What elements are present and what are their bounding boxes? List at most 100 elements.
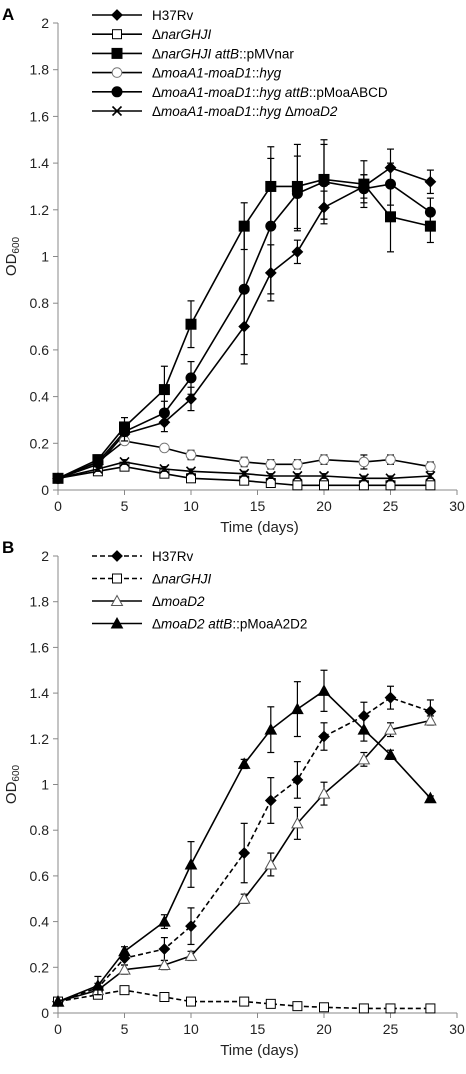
- legend-marker: [111, 105, 123, 117]
- data-point: [119, 456, 130, 468]
- legend-entry: H37Rv: [92, 549, 194, 564]
- y-tick-label: 0.2: [30, 435, 50, 451]
- data-point: [265, 470, 276, 482]
- data-point: [52, 473, 64, 484]
- data-point: [385, 211, 396, 223]
- data-point: [238, 847, 251, 859]
- legend-label: ΔmoaD2 attB::pMoaA2D2: [152, 617, 307, 632]
- data-point: [319, 1002, 329, 1013]
- data-point: [118, 944, 131, 957]
- y-tick-label: 1.6: [30, 639, 50, 655]
- legend-marker: [111, 86, 123, 98]
- data-point: [238, 456, 250, 468]
- series-2: [53, 985, 436, 1014]
- data-point: [318, 730, 330, 743]
- data-point: [159, 463, 170, 475]
- data-point: [185, 920, 197, 933]
- legend-entry: ΔnarGHJI: [92, 27, 212, 42]
- data-point: [119, 985, 130, 996]
- x-tick-label: 5: [121, 498, 129, 514]
- data-point: [317, 787, 331, 799]
- x-tick-label: 5: [121, 1021, 129, 1037]
- series-line: [57, 461, 431, 480]
- data-point: [264, 794, 277, 807]
- y-axis-label: OD600: [3, 764, 22, 804]
- y-tick-label: 0.6: [30, 342, 50, 358]
- data-point: [185, 372, 197, 384]
- y-tick-label: 0.6: [30, 868, 50, 884]
- y-tick-label: 0.8: [30, 822, 50, 838]
- legend-entry: ΔmoaD2 attB::pMoaA2D2: [92, 617, 307, 632]
- data-point: [91, 979, 105, 991]
- y-axis-label: OD600: [3, 236, 22, 276]
- x-tick-label: 20: [316, 498, 332, 514]
- legend-marker: [112, 573, 122, 584]
- data-point: [184, 857, 198, 870]
- data-point: [265, 998, 276, 1009]
- x-axis-label: Time (days): [220, 1042, 299, 1059]
- data-point: [357, 752, 371, 765]
- data-point: [291, 245, 304, 258]
- y-tick-label: 1.4: [30, 685, 50, 701]
- data-point: [184, 949, 198, 961]
- x-tick-label: 25: [383, 1021, 399, 1037]
- legend-marker: [111, 67, 123, 78]
- legend-marker: [111, 47, 123, 59]
- data-point: [237, 757, 251, 769]
- data-point: [159, 442, 170, 454]
- y-tick-label: 1.6: [30, 108, 50, 124]
- series-4: [51, 669, 437, 1007]
- y-tick-label: 0: [41, 1005, 49, 1021]
- legend-label: ΔnarGHJI attB::pMVnar: [152, 46, 294, 61]
- legend-label: ΔnarGHJI: [152, 27, 212, 42]
- legend-marker: [112, 29, 122, 40]
- data-point: [357, 723, 371, 735]
- data-point: [358, 1003, 369, 1014]
- data-point: [424, 175, 437, 188]
- data-point: [385, 473, 396, 484]
- data-point: [186, 996, 196, 1007]
- data-point: [317, 684, 331, 696]
- x-tick-label: 0: [54, 498, 62, 514]
- data-point: [264, 723, 278, 735]
- legend-entry: ΔnarGHJI: [92, 572, 212, 587]
- legend-marker: [110, 594, 124, 606]
- data-point: [292, 1001, 303, 1012]
- y-tick-label: 2: [41, 548, 49, 564]
- x-tick-label: 10: [183, 498, 199, 514]
- data-point: [425, 480, 436, 491]
- data-point: [385, 454, 396, 465]
- data-point: [318, 176, 330, 188]
- data-point: [51, 995, 65, 1007]
- legend-marker: [111, 550, 123, 562]
- data-point: [237, 892, 251, 904]
- data-point: [291, 774, 304, 786]
- y-tick-label: 1.4: [30, 155, 50, 171]
- data-point: [384, 691, 397, 704]
- legend-marker: [110, 616, 124, 629]
- data-point: [424, 791, 437, 804]
- data-point: [158, 915, 171, 927]
- legend-entry: ΔmoaA1-moaD1::hyg ΔmoaD2: [92, 104, 338, 119]
- x-tick-label: 15: [250, 1021, 266, 1037]
- legend-entry: ΔnarGHJI attB::pMVnar: [92, 46, 294, 61]
- x-tick-label: 15: [250, 498, 266, 514]
- x-tick-label: 0: [54, 1021, 62, 1037]
- data-point: [358, 473, 369, 484]
- x-tick-label: 10: [183, 1021, 199, 1037]
- x-tick-label: 30: [449, 1021, 465, 1037]
- series-3: [51, 713, 437, 1007]
- series-line: [57, 696, 431, 1003]
- data-point: [384, 723, 397, 735]
- y-tick-label: 1.2: [30, 202, 50, 218]
- legend-entry: ΔmoaA1-moaD1::hyg attB::pMoaABCD: [92, 85, 388, 100]
- data-point: [265, 220, 277, 232]
- y-tick-label: 0.8: [30, 295, 50, 311]
- data-point: [158, 958, 171, 971]
- data-point: [358, 183, 370, 195]
- data-point: [158, 943, 171, 955]
- chart-panel-B: B00.20.40.60.811.21.41.61.820 5 10 15 20 25 30…: [2, 538, 465, 1059]
- y-tick-label: 1.8: [30, 594, 50, 610]
- data-point: [158, 407, 170, 419]
